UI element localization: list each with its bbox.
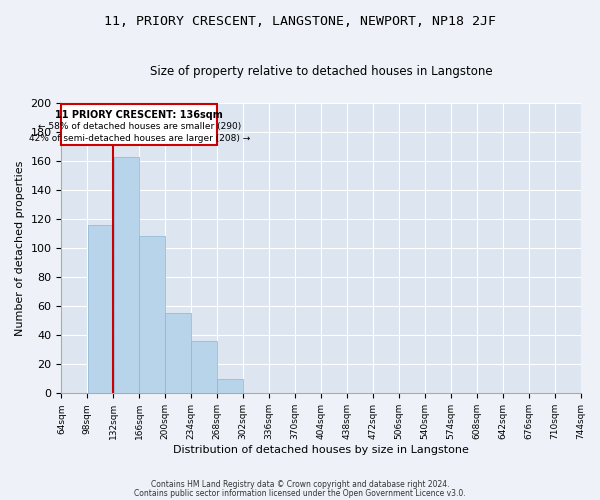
Text: ← 58% of detached houses are smaller (290): ← 58% of detached houses are smaller (29… [38,122,241,131]
Title: Size of property relative to detached houses in Langstone: Size of property relative to detached ho… [149,65,492,78]
Bar [139,236,165,394]
Text: 11 PRIORY CRESCENT: 136sqm: 11 PRIORY CRESCENT: 136sqm [55,110,223,120]
Y-axis label: Number of detached properties: Number of detached properties [15,160,25,336]
Bar [191,341,217,394]
Bar [88,225,113,394]
X-axis label: Distribution of detached houses by size in Langstone: Distribution of detached houses by size … [173,445,469,455]
Text: 11, PRIORY CRESCENT, LANGSTONE, NEWPORT, NP18 2JF: 11, PRIORY CRESCENT, LANGSTONE, NEWPORT,… [104,15,496,28]
Text: 42% of semi-detached houses are larger (208) →: 42% of semi-detached houses are larger (… [29,134,250,143]
Text: Contains public sector information licensed under the Open Government Licence v3: Contains public sector information licen… [134,488,466,498]
Bar [166,314,191,394]
FancyBboxPatch shape [61,104,217,145]
Bar [113,156,139,394]
Text: Contains HM Land Registry data © Crown copyright and database right 2024.: Contains HM Land Registry data © Crown c… [151,480,449,489]
Bar [217,379,243,394]
